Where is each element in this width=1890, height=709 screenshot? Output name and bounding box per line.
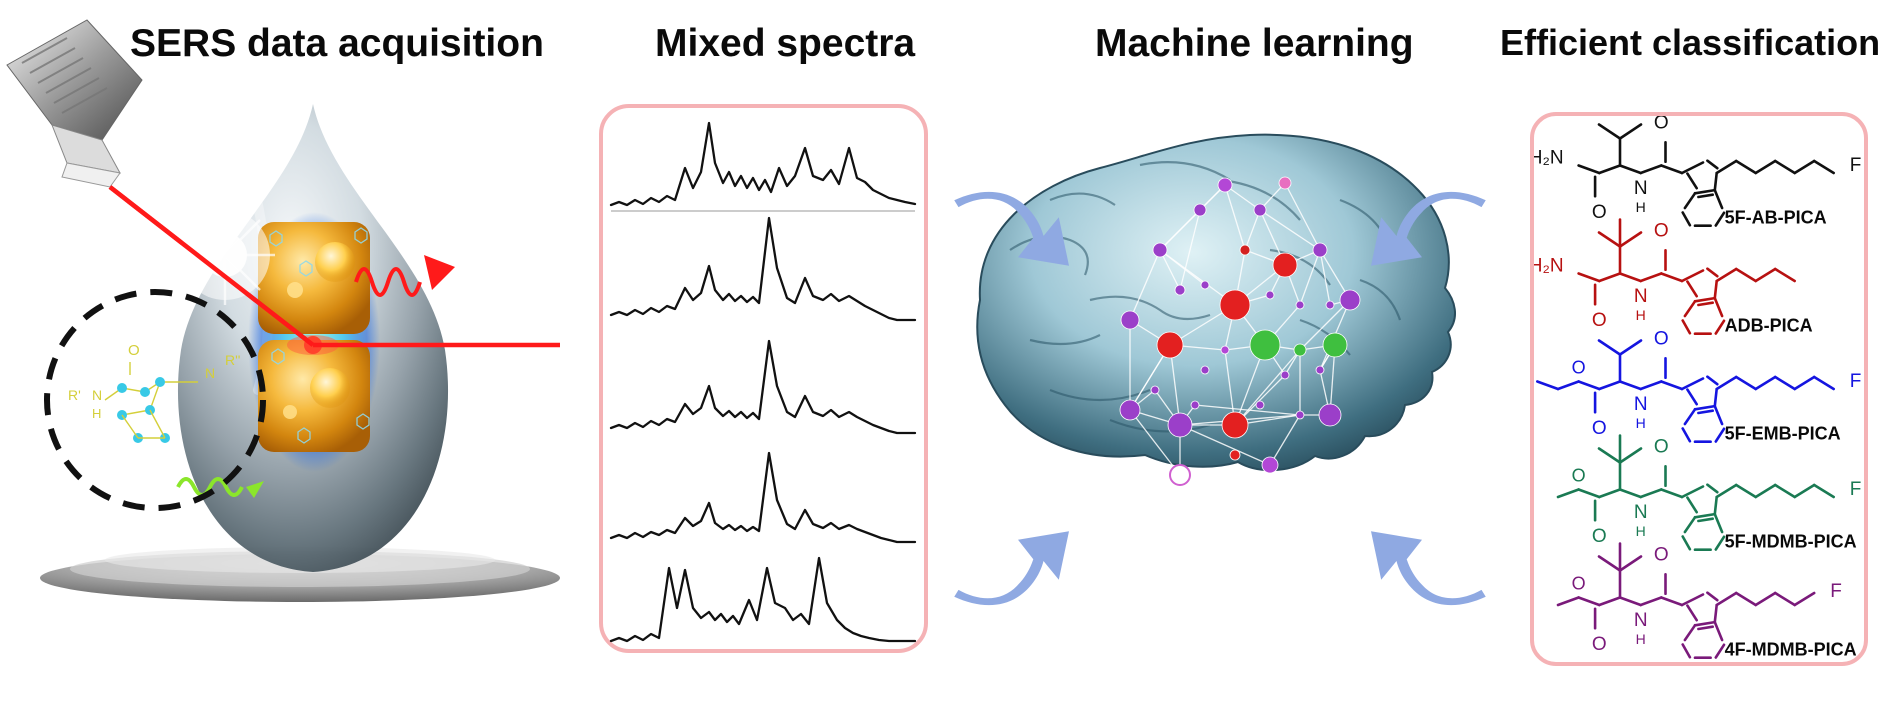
svg-text:N: N <box>205 365 215 381</box>
svg-text:O: O <box>1654 329 1669 350</box>
svg-text:H: H <box>1636 307 1646 323</box>
svg-text:O: O <box>1592 634 1607 655</box>
svg-text:H: H <box>1636 199 1646 215</box>
svg-text:5F-EMB-PICA: 5F-EMB-PICA <box>1725 424 1841 444</box>
svg-text:O: O <box>1572 574 1586 594</box>
svg-text:O: O <box>1592 418 1607 439</box>
svg-text:ADB-PICA: ADB-PICA <box>1725 316 1813 336</box>
svg-text:H: H <box>1636 631 1646 647</box>
svg-text:H: H <box>1636 415 1646 431</box>
svg-text:R': R' <box>68 387 81 403</box>
svg-text:R'': R'' <box>225 352 240 368</box>
svg-text:O: O <box>1654 545 1669 566</box>
svg-text:F: F <box>1850 371 1862 392</box>
svg-text:N: N <box>92 387 102 403</box>
svg-text:H: H <box>92 406 101 421</box>
svg-text:O: O <box>1654 221 1669 242</box>
svg-text:N: N <box>1634 178 1648 199</box>
svg-text:O: O <box>128 342 140 359</box>
svg-text:O: O <box>1592 202 1607 223</box>
svg-text:N: N <box>1634 394 1648 415</box>
svg-text:O: O <box>1572 466 1586 486</box>
svg-text:H: H <box>1636 523 1646 539</box>
svg-text:5F-MDMB-PICA: 5F-MDMB-PICA <box>1725 532 1857 552</box>
svg-text:F: F <box>1850 479 1862 500</box>
svg-text:O: O <box>1592 310 1607 331</box>
svg-text:H₂N: H₂N <box>1534 256 1564 277</box>
svg-text:4F-MDMB-PICA: 4F-MDMB-PICA <box>1725 640 1857 660</box>
svg-text:F: F <box>1830 581 1842 602</box>
svg-text:5F-AB-PICA: 5F-AB-PICA <box>1725 208 1827 228</box>
svg-text:O: O <box>1654 116 1669 134</box>
svg-text:O: O <box>1592 526 1607 547</box>
svg-text:N: N <box>1634 610 1648 631</box>
svg-text:N: N <box>1634 502 1648 523</box>
svg-text:O: O <box>1572 358 1586 378</box>
svg-text:N: N <box>1634 286 1648 307</box>
svg-text:F: F <box>1850 155 1862 176</box>
svg-text:O: O <box>1654 437 1669 458</box>
svg-text:H₂N: H₂N <box>1534 148 1564 169</box>
